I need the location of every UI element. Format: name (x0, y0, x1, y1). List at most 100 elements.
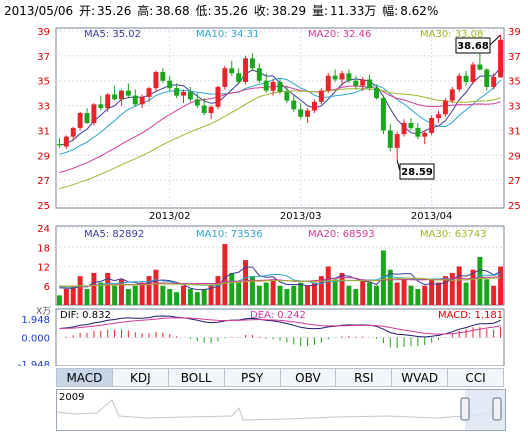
volume-bar[interactable] (174, 292, 180, 305)
candle[interactable] (449, 86, 455, 104)
candle[interactable] (153, 70, 159, 91)
volume-bar[interactable] (318, 276, 324, 305)
candle[interactable] (222, 65, 228, 90)
candle[interactable] (491, 73, 497, 90)
volume-bar[interactable] (181, 285, 186, 305)
tab-kdj[interactable]: KDJ (112, 368, 169, 387)
volume-bar[interactable] (415, 288, 421, 305)
candle[interactable] (470, 62, 476, 85)
candle[interactable] (139, 94, 145, 109)
volume-bar[interactable] (98, 282, 104, 305)
volume-bar[interactable] (270, 279, 276, 305)
volume-bar[interactable] (70, 285, 76, 305)
time-navigator[interactable]: 2009 (56, 389, 506, 431)
volume-bar[interactable] (105, 272, 111, 305)
candle[interactable] (132, 89, 138, 107)
volume-bar[interactable] (429, 279, 435, 305)
candle[interactable] (215, 85, 221, 110)
volume-bar[interactable] (284, 288, 290, 305)
volume-bar[interactable] (146, 276, 152, 305)
volume-bar[interactable] (187, 288, 193, 305)
volume-bar[interactable] (470, 269, 476, 305)
candle[interactable] (401, 119, 407, 137)
volume-bar[interactable] (442, 276, 448, 305)
candle[interactable] (353, 75, 359, 90)
volume-bar[interactable] (56, 295, 62, 305)
candle[interactable] (77, 111, 83, 131)
candle[interactable] (367, 74, 373, 91)
tab-psy[interactable]: PSY (224, 368, 281, 387)
candle[interactable] (442, 98, 448, 117)
tab-macd[interactable]: MACD (56, 368, 113, 387)
volume-bar[interactable] (422, 285, 428, 305)
volume-bar[interactable] (360, 279, 366, 305)
candle[interactable] (422, 130, 428, 145)
volume-bar[interactable] (91, 272, 97, 305)
candle[interactable] (436, 110, 442, 123)
candle[interactable] (56, 137, 62, 148)
volume-bar[interactable] (463, 282, 469, 305)
volume-bar[interactable] (243, 260, 249, 305)
candle[interactable] (70, 126, 76, 141)
tab-wvad[interactable]: WVAD (392, 368, 449, 387)
volume-bar[interactable] (311, 282, 317, 305)
candle[interactable] (325, 73, 331, 94)
volume-bar[interactable] (491, 285, 497, 305)
volume-bar[interactable] (484, 279, 490, 305)
volume-bar[interactable] (339, 272, 345, 305)
candle[interactable] (243, 55, 249, 85)
candle[interactable] (408, 118, 414, 131)
volume-bar[interactable] (456, 266, 462, 306)
tab-rsi[interactable]: RSI (336, 368, 393, 387)
candle[interactable] (201, 98, 207, 116)
candle[interactable] (84, 108, 90, 125)
candle[interactable] (415, 122, 421, 140)
candle[interactable] (498, 34, 504, 78)
volume-bar[interactable] (215, 276, 221, 305)
volume-bar[interactable] (498, 266, 504, 306)
volume-bar[interactable] (332, 279, 338, 305)
volume-bar[interactable] (84, 288, 90, 305)
candle[interactable] (311, 99, 317, 114)
candle[interactable] (194, 93, 200, 109)
candle[interactable] (387, 124, 393, 152)
volume-bar[interactable] (167, 288, 173, 305)
candle[interactable] (249, 53, 255, 71)
candle[interactable] (105, 93, 111, 112)
candle[interactable] (380, 95, 386, 135)
volume-bar[interactable] (436, 282, 442, 305)
candle[interactable] (63, 135, 69, 150)
candle[interactable] (208, 105, 214, 120)
navigator-right-handle[interactable] (492, 397, 502, 421)
volume-bar[interactable] (132, 285, 138, 305)
candle[interactable] (277, 78, 283, 95)
tab-cci[interactable]: CCI (448, 368, 504, 387)
volume-bar[interactable] (449, 272, 455, 305)
candle[interactable] (187, 86, 193, 102)
volume-bar[interactable] (401, 279, 407, 305)
candle[interactable] (91, 103, 97, 126)
volume-bar[interactable] (249, 276, 255, 305)
volume-bar[interactable] (408, 285, 414, 305)
candle[interactable] (318, 88, 324, 105)
volume-bar[interactable] (194, 292, 200, 305)
candle[interactable] (181, 89, 186, 104)
candle[interactable] (125, 83, 131, 99)
candle[interactable] (394, 131, 400, 161)
volume-bar[interactable] (346, 285, 352, 305)
volume-bar[interactable] (160, 285, 166, 305)
volume-bar[interactable] (222, 244, 228, 305)
volume-bar[interactable] (394, 282, 400, 305)
candle[interactable] (263, 73, 269, 94)
candle[interactable] (236, 68, 242, 85)
candle[interactable] (360, 76, 366, 91)
candle[interactable] (346, 69, 352, 84)
volume-bar[interactable] (153, 269, 159, 305)
candle[interactable] (284, 85, 290, 104)
candle[interactable] (98, 95, 104, 111)
tab-obv[interactable]: OBV (280, 368, 337, 387)
volume-bar[interactable] (229, 272, 235, 305)
candle[interactable] (484, 68, 490, 91)
volume-bar[interactable] (118, 279, 124, 305)
volume-bar[interactable] (387, 269, 393, 305)
